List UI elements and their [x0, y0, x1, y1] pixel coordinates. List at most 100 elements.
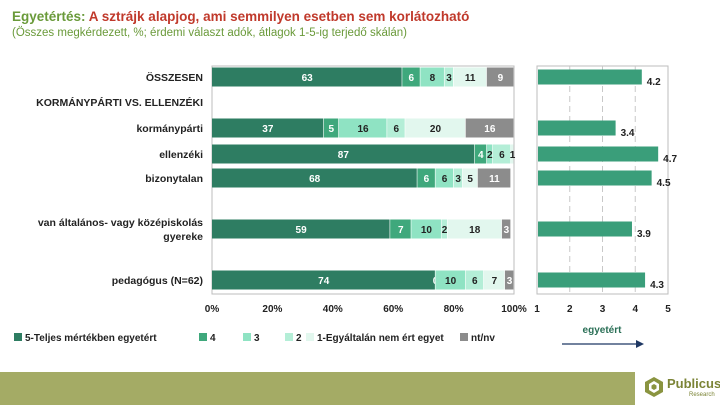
stacked-bar-segment: [420, 67, 444, 87]
title-main: A sztrájk alapjog, ami semmilyen esetben…: [88, 9, 470, 24]
stacked-bar-segment: [212, 118, 324, 138]
category-label: pedagógus (N=62): [112, 275, 203, 287]
data-label: 74: [318, 276, 330, 287]
average-bar: [538, 120, 616, 136]
x-tick-label: 2: [567, 304, 573, 315]
data-label: 16: [484, 124, 496, 135]
data-label: 8: [430, 73, 436, 84]
data-label: 2: [487, 150, 493, 161]
stacked-bar-segment: [477, 168, 511, 188]
average-label: 3.9: [637, 229, 651, 240]
title-lead: Egyetértés:: [12, 9, 89, 24]
stacked-bar-segment: [441, 219, 447, 239]
data-label: 6: [393, 124, 399, 135]
data-label: 6: [424, 174, 430, 185]
stacked-bar-segment: [462, 168, 478, 188]
legend-label: 3: [254, 333, 260, 344]
stacked-bar-segment: [510, 144, 514, 164]
average-label: 4.7: [663, 154, 677, 165]
data-label: 6: [409, 73, 415, 84]
data-label: 6: [442, 174, 448, 185]
legend-label: 2: [296, 333, 302, 344]
data-label: 3: [455, 174, 461, 185]
legend-label: 5-Teljes mértékben egyetért: [25, 333, 157, 344]
x-tick-label: 80%: [444, 304, 464, 315]
stacked-bar-segment: [417, 168, 435, 188]
x-tick-label: 60%: [383, 304, 403, 315]
average-bar: [538, 69, 642, 85]
data-label: 3: [504, 225, 510, 236]
average-label: 4.2: [647, 77, 661, 88]
category-label: ellenzéki: [159, 149, 203, 161]
stacked-bar-segment: [212, 270, 435, 290]
stacked-bar-segment: [387, 118, 405, 138]
publicus-logo: Publicus Research: [643, 374, 720, 402]
x-tick-label: 3: [600, 304, 606, 315]
stacked-bar-segment: [492, 144, 511, 164]
stacked-bar-segment: [486, 67, 514, 87]
x-tick-label: 20%: [262, 304, 282, 315]
legend-label: 4: [210, 333, 216, 344]
data-label: 10: [421, 225, 433, 236]
logo-subtext: Research: [689, 392, 715, 398]
x-tick-label: 100%: [501, 304, 527, 315]
stacked-bar-segment: [411, 219, 441, 239]
data-label: 16: [357, 124, 369, 135]
data-label: 18: [469, 225, 481, 236]
stacked-bar-segment: [465, 118, 514, 138]
data-label: 2: [442, 225, 448, 236]
data-label: 6: [472, 276, 478, 287]
legend-swatch: [306, 333, 314, 341]
data-label: 11: [465, 73, 476, 84]
stacked-bar-segment: [483, 270, 505, 290]
legend-swatch: [199, 333, 207, 341]
stacked-bar-segment: [212, 144, 475, 164]
stacked-bar-segment: [465, 270, 484, 290]
stacked-bar-segment: [212, 219, 390, 239]
data-label: 4: [478, 150, 484, 161]
stacked-bar-segment: [323, 118, 339, 138]
legend-swatch: [285, 333, 293, 341]
stacked-bar-segment: [486, 144, 493, 164]
legend-swatch: [243, 333, 251, 341]
legend-swatch: [14, 333, 22, 341]
stacked-bar-segment: [402, 67, 420, 87]
data-label: 68: [309, 174, 321, 185]
data-label: 5: [329, 124, 335, 135]
data-label: 6: [499, 150, 505, 161]
x-axis-label: egyetért: [583, 325, 623, 336]
publicus-logo-icon: [645, 377, 663, 397]
stacked-bar-segment: [435, 270, 466, 290]
stacked-bar-segment: [390, 219, 411, 239]
average-label: 4.5: [657, 178, 671, 189]
data-label: 63: [302, 73, 314, 84]
category-label: kormánypárti: [136, 123, 203, 135]
category-label: KORMÁNYPÁRTI VS. ELLENZÉKI: [36, 96, 203, 109]
legend-swatch: [460, 333, 468, 341]
stacked-bar-segment: [453, 168, 463, 188]
legend-label: 1-Egyáltalán nem ért egyet: [317, 333, 444, 344]
average-bar: [538, 221, 632, 237]
x-tick-label: 4: [632, 304, 638, 315]
footer-band: [0, 372, 635, 405]
data-label: 1: [510, 150, 516, 161]
data-label: 3: [446, 73, 452, 84]
chart-title: Egyetértés: A sztrájk alapjog, ami semmi…: [12, 9, 469, 24]
average-bar: [538, 170, 652, 186]
x-tick-label: 0%: [205, 304, 220, 315]
category-label: bizonytalan: [145, 173, 203, 185]
stacked-bar-segment: [444, 67, 453, 87]
legend-label: nt/nv: [471, 333, 495, 344]
x-tick-label: 5: [665, 304, 671, 315]
data-label: 37: [262, 124, 274, 135]
stacked-bar-segment: [474, 144, 487, 164]
x-tick-label: 1: [534, 304, 540, 315]
stacked-bar-segment: [338, 118, 387, 138]
data-label: 20: [430, 124, 442, 135]
stacked-bar-segment: [453, 67, 487, 87]
data-label: 7: [492, 276, 498, 287]
data-label: 59: [296, 225, 308, 236]
data-label: 87: [338, 150, 350, 161]
average-bar: [538, 272, 646, 288]
stacked-bar-segment: [212, 168, 417, 188]
